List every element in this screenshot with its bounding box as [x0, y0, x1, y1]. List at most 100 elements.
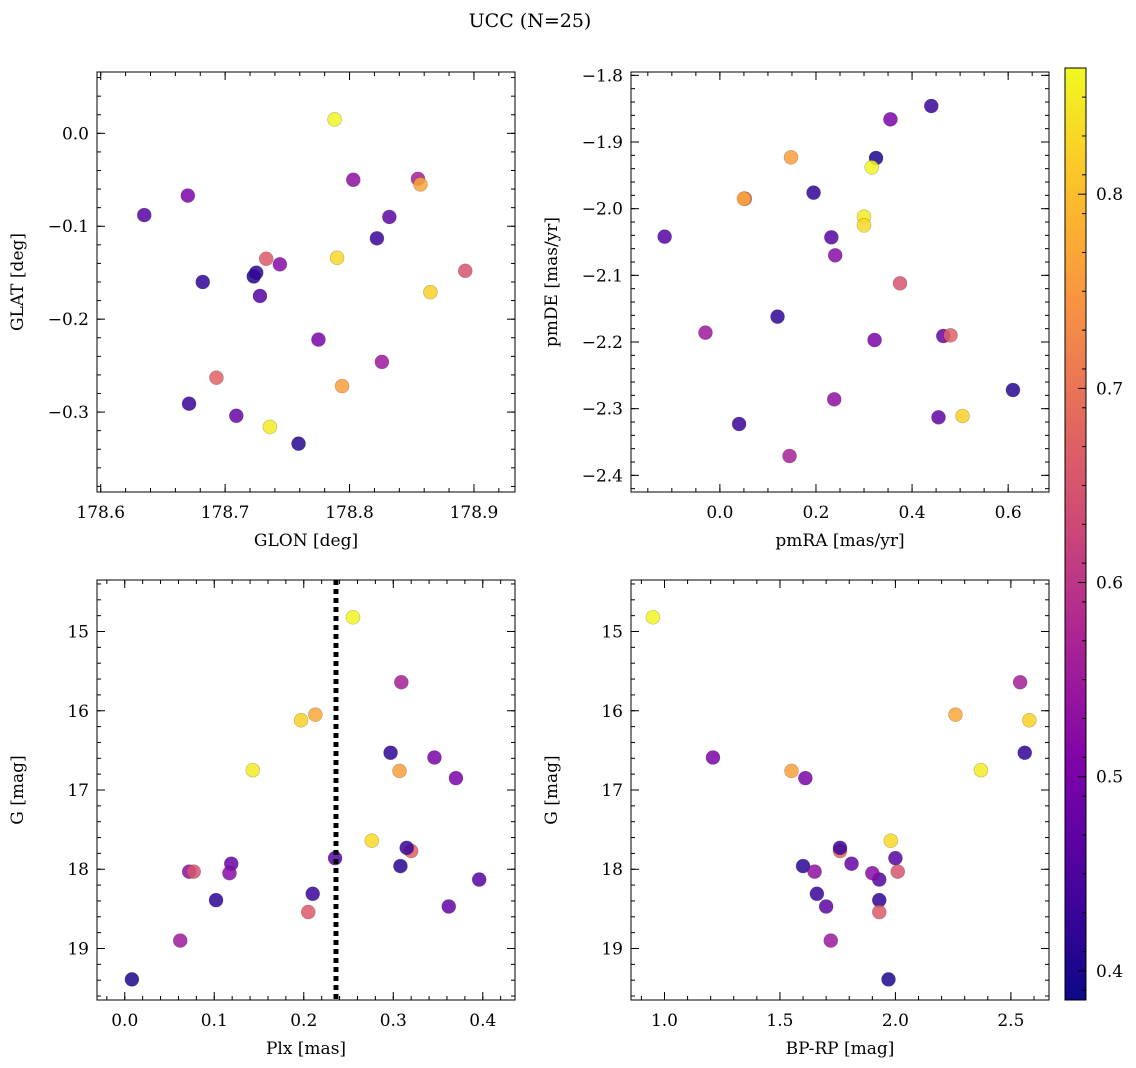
y-tick-label: −2.3 — [582, 400, 623, 420]
data-point — [807, 864, 822, 879]
x-tick-label: 0.2 — [802, 503, 829, 523]
ticks — [631, 580, 1049, 1000]
data-point — [883, 833, 899, 849]
x-tick-label: 178.7 — [201, 503, 250, 523]
data-point — [374, 354, 390, 370]
data-point — [262, 419, 278, 435]
data-point — [818, 899, 834, 914]
data-point — [823, 933, 839, 948]
data-point — [186, 864, 201, 879]
data-point — [871, 904, 887, 920]
colorbar-tick-label: 0.8 — [1096, 185, 1123, 205]
data-point — [736, 191, 752, 206]
data-point — [394, 674, 409, 690]
x-tick-label: 0.4 — [899, 503, 926, 523]
y-tick-label: −1.9 — [582, 133, 623, 153]
y-tick-label: 17 — [67, 781, 89, 801]
colorbar-tick-label: 0.6 — [1096, 574, 1123, 594]
y-tick-label: 16 — [601, 702, 623, 722]
colorbar-gradient — [1065, 68, 1086, 1000]
data-point — [229, 408, 244, 424]
data-point — [124, 972, 140, 987]
data-point — [252, 288, 268, 304]
data-point — [393, 858, 408, 874]
y-axis-label: G [mag] — [8, 755, 28, 824]
data-point — [311, 332, 326, 347]
data-point — [881, 972, 896, 987]
data-point — [369, 231, 385, 246]
data-point — [856, 218, 872, 233]
y-tick-label: −2.2 — [582, 333, 623, 353]
scatter-points — [645, 609, 1037, 987]
data-point — [931, 410, 946, 425]
y-axis-label: pmDE [mas/yr] — [542, 217, 562, 347]
data-point — [888, 850, 903, 866]
panel-cmd: 1.0 1.5 2.0 2.5 15 16 17 18 19 BP-RP [mag] G [mag] — [542, 579, 1050, 1059]
data-point — [865, 865, 880, 881]
x-tick-label: 0.0 — [111, 1011, 138, 1031]
data-point — [308, 707, 323, 723]
y-axis-label: GLAT [deg] — [8, 233, 28, 331]
data-point — [300, 904, 316, 920]
y-tick-label: 17 — [601, 781, 623, 801]
x-tick-label: 2.5 — [997, 1011, 1024, 1031]
data-point — [392, 763, 407, 779]
data-point — [1005, 382, 1021, 398]
data-point — [305, 886, 321, 902]
data-point — [826, 392, 842, 407]
data-point — [345, 172, 361, 188]
data-point — [883, 112, 898, 127]
x-axis-label: pmRA [mas/yr] — [775, 531, 904, 551]
colorbar-tick-label: 0.7 — [1096, 379, 1123, 399]
data-point — [272, 257, 288, 272]
data-point — [948, 707, 963, 723]
x-axis-label: Plx [mas] — [266, 1039, 346, 1059]
data-point — [293, 712, 309, 728]
colorbar-frame — [1064, 67, 1087, 1001]
scatter-points — [136, 112, 473, 451]
data-point — [327, 112, 342, 127]
y-tick-label: −2.0 — [582, 200, 623, 220]
data-point — [809, 886, 825, 902]
panel-pm: 0.0 0.2 0.4 0.6 −1.8 −1.9 −2.0 −2.1 −2.2 −2.3 −2.4… — [542, 66, 1050, 551]
y-tick-label: −0.2 — [48, 310, 89, 330]
data-point — [890, 864, 906, 879]
x-tick-label: 1.0 — [651, 1011, 678, 1031]
y-tick-label: 15 — [601, 623, 623, 643]
y-tick-label: 19 — [601, 939, 623, 959]
data-point — [329, 250, 345, 266]
data-point — [892, 276, 908, 291]
data-point — [844, 856, 859, 871]
data-point — [1012, 674, 1028, 690]
scatter-points — [657, 98, 1021, 464]
y-tick-label: 16 — [67, 702, 89, 722]
data-point — [955, 408, 970, 424]
x-axis-label: GLON [deg] — [254, 531, 358, 551]
data-point — [172, 933, 188, 948]
data-point — [345, 609, 361, 625]
y-tick-label: −0.3 — [48, 403, 89, 423]
x-tick-label: 0.2 — [290, 1011, 317, 1031]
data-point — [798, 770, 813, 786]
data-point — [209, 370, 224, 386]
y-tick-label: 19 — [67, 939, 89, 959]
data-point — [258, 251, 274, 267]
data-point — [382, 209, 397, 225]
data-point — [783, 150, 799, 165]
panel-glon-glat: 178.6 178.7 178.8 178.9 0.0 −0.1 −0.2 −0.3 GLON … — [8, 71, 516, 551]
axes-frame — [96, 71, 516, 493]
x-tick-label: 0.0 — [706, 503, 733, 523]
data-point — [441, 899, 457, 914]
ticks — [631, 72, 1049, 492]
x-tick-label: 0.3 — [380, 1011, 407, 1031]
data-point — [827, 248, 843, 263]
data-point — [864, 160, 880, 175]
data-point — [973, 762, 989, 778]
x-tick-label: 178.8 — [325, 503, 374, 523]
y-tick-label: −0.1 — [48, 217, 89, 237]
axes-frame — [630, 71, 1050, 493]
data-point — [222, 865, 237, 881]
data-point — [136, 207, 152, 223]
chart-title: UCC (N=25) — [469, 10, 592, 32]
x-tick-label: 0.6 — [995, 503, 1022, 523]
